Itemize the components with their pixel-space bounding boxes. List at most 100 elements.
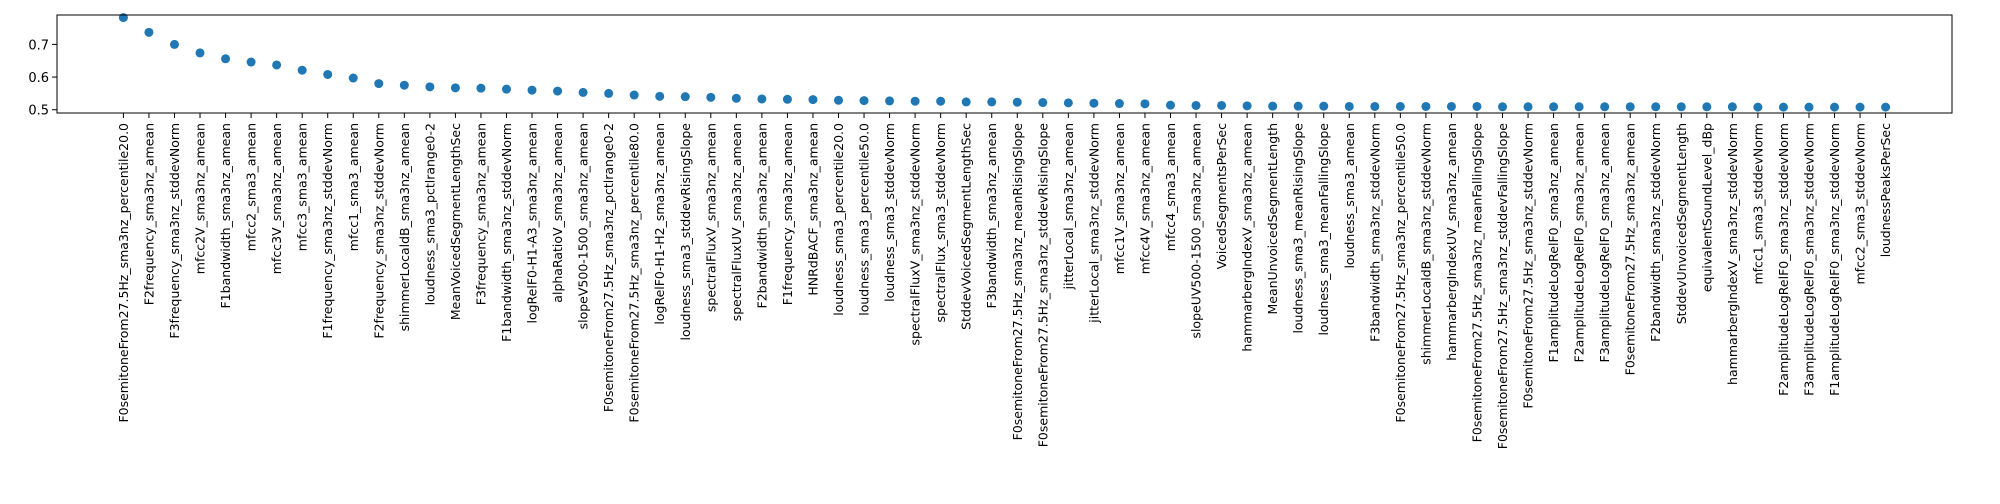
x-tick-label: StddevVoicedSegmentLengthSec [959,123,974,330]
data-point [1574,102,1584,112]
x-tick-label: StddevUnvoicedSegmentLength [1674,123,1689,324]
x-tick-label: jitterLocal_sma3nz_amean [1061,123,1076,290]
x-tick-label: F3amplitudeLogRelF0_sma3nz_stddevNorm [1801,123,1816,396]
x-tick-label: F3bandwidth_sma3nz_amean [984,123,999,308]
data-point [348,73,358,83]
x-tick-label: F2frequency_sma3nz_amean [141,123,156,305]
x-tick-label: spectralFluxUV_sma3nz_amean [729,123,744,321]
x-tick-label: spectralFlux_sma3_stddevNorm [933,123,948,322]
data-point [221,54,231,64]
x-tick-label: F0semitoneFrom27.5Hz_sma3nz_percentile20… [116,123,131,423]
x-tick-label: F1amplitudeLogRelF0_sma3nz_stddevNorm [1827,123,1842,396]
x-tick-label: F2amplitudeLogRelF0_sma3nz_stddevNorm [1776,123,1791,396]
x-tick-label: loudness_sma3_amean [1342,123,1357,269]
x-tick-label: loudnessPeaksPerSec [1878,123,1893,257]
x-tick-label: F0semitoneFrom27.5Hz_sma3nz_meanRisingSl… [1010,123,1025,441]
data-point [782,94,792,104]
data-point [680,92,690,102]
x-tick-label: logRelF0-H1-H2_sma3nz_amean [652,123,667,325]
y-tick-label: 0.5 [28,104,49,119]
x-tick-label: F0semitoneFrom27.5Hz_sma3nz_stddevNorm [1521,123,1536,409]
x-tick-label: MeanUnvoicedSegmentLength [1265,123,1280,315]
x-tick-label: F1frequency_sma3nz_stddevNorm [320,123,335,339]
x-tick-label: spectralFluxV_sma3nz_stddevNorm [908,123,923,345]
x-tick-label: slopeUV500-1500_sma3nz_amean [1189,123,1204,339]
x-tick-label: loudness_sma3_percentile20.0 [831,123,846,316]
x-tick-label: F0semitoneFrom27.5Hz_sma3nz_stddevRising… [1035,123,1050,448]
data-point [1702,102,1712,112]
data-point [833,95,843,105]
data-point [1804,102,1814,112]
data-point [1498,102,1508,112]
data-point [859,96,869,106]
x-tick-label: loudness_sma3_meanRisingSlope [1291,123,1306,334]
data-point [1676,102,1686,112]
x-tick-label: VoicedSegmentsPerSec [1214,123,1229,270]
data-point [1625,102,1635,112]
y-tick-label: 0.7 [28,38,49,53]
data-point [374,79,384,89]
x-tick-label: logRelF0-H1-A3_sma3nz_amean [525,123,540,323]
data-points [118,13,1891,112]
data-point [1651,102,1661,112]
x-tick-label: mfcc2_sma3_amean [244,123,259,251]
data-point [1012,97,1022,107]
data-point [808,95,818,105]
x-tick-label: mfcc2V_sma3nz_amean [193,123,208,274]
x-tick-label: F0semitoneFrom27.5Hz_sma3nz_stddevFallin… [1495,123,1510,450]
x-tick-label: F1amplitudeLogRelF0_sma3nz_amean [1546,123,1561,362]
data-point [1242,101,1252,111]
x-tick-label: equivalentSoundLevel_dBp [1699,123,1714,292]
data-point [655,91,665,101]
data-point [1089,98,1099,108]
x-tick-label: F3frequency_sma3nz_stddevNorm [167,123,182,339]
x-tick-label: F2amplitudeLogRelF0_sma3nz_amean [1572,123,1587,362]
data-point [476,83,486,93]
data-point [1523,102,1533,112]
data-point [323,69,333,79]
data-point [1114,99,1124,109]
x-tick-label: mfcc4_sma3_amean [1163,123,1178,251]
x-tick-label: hammarbergIndexUV_sma3nz_amean [1444,123,1459,361]
x-tick-label: F2bandwidth_sma3nz_amean [754,123,769,308]
data-point [450,83,460,93]
data-point [1395,101,1405,111]
data-point [1855,102,1865,112]
data-point [1063,98,1073,108]
data-point [1140,99,1150,109]
data-point [1600,102,1610,112]
data-point [1191,100,1201,110]
data-point [578,87,588,97]
data-point [1421,101,1431,111]
data-point [1549,102,1559,112]
x-tick-label: F1bandwidth_sma3nz_amean [218,123,233,308]
data-point [910,96,920,106]
data-point [246,57,256,67]
x-tick-label: alphaRatioV_sma3nz_amean [550,123,565,303]
x-tick-label: mfcc2_sma3_stddevNorm [1853,123,1868,285]
x-tick-label: F0semitoneFrom27.5Hz_sma3nz_amean [1623,123,1638,375]
data-point [527,85,537,95]
data-point [1446,101,1456,111]
plot-frame [56,14,1953,114]
data-point [1753,102,1763,112]
data-point [272,60,282,70]
x-tick-label: slopeV500-1500_sma3nz_amean [576,123,591,329]
y-tick-label: 0.6 [28,71,49,86]
x-tick-label: F2frequency_sma3nz_stddevNorm [371,123,386,339]
data-point [144,27,154,37]
x-tick-label: hammarbergIndexV_sma3nz_stddevNorm [1725,123,1740,385]
x-tick-label: loudness_sma3_stddevNorm [882,123,897,302]
data-point [195,48,205,58]
x-tick-label: loudness_sma3_pctlrange0-2 [422,123,437,305]
data-point [987,97,997,107]
data-point [553,86,563,96]
data-point [1881,102,1891,112]
data-point [297,65,307,75]
data-point [118,13,128,23]
data-point [1319,101,1329,111]
x-tick-label: F3bandwidth_sma3nz_stddevNorm [1367,123,1382,342]
x-axis: F0semitoneFrom27.5Hz_sma3nz_percentile20… [116,113,1893,449]
